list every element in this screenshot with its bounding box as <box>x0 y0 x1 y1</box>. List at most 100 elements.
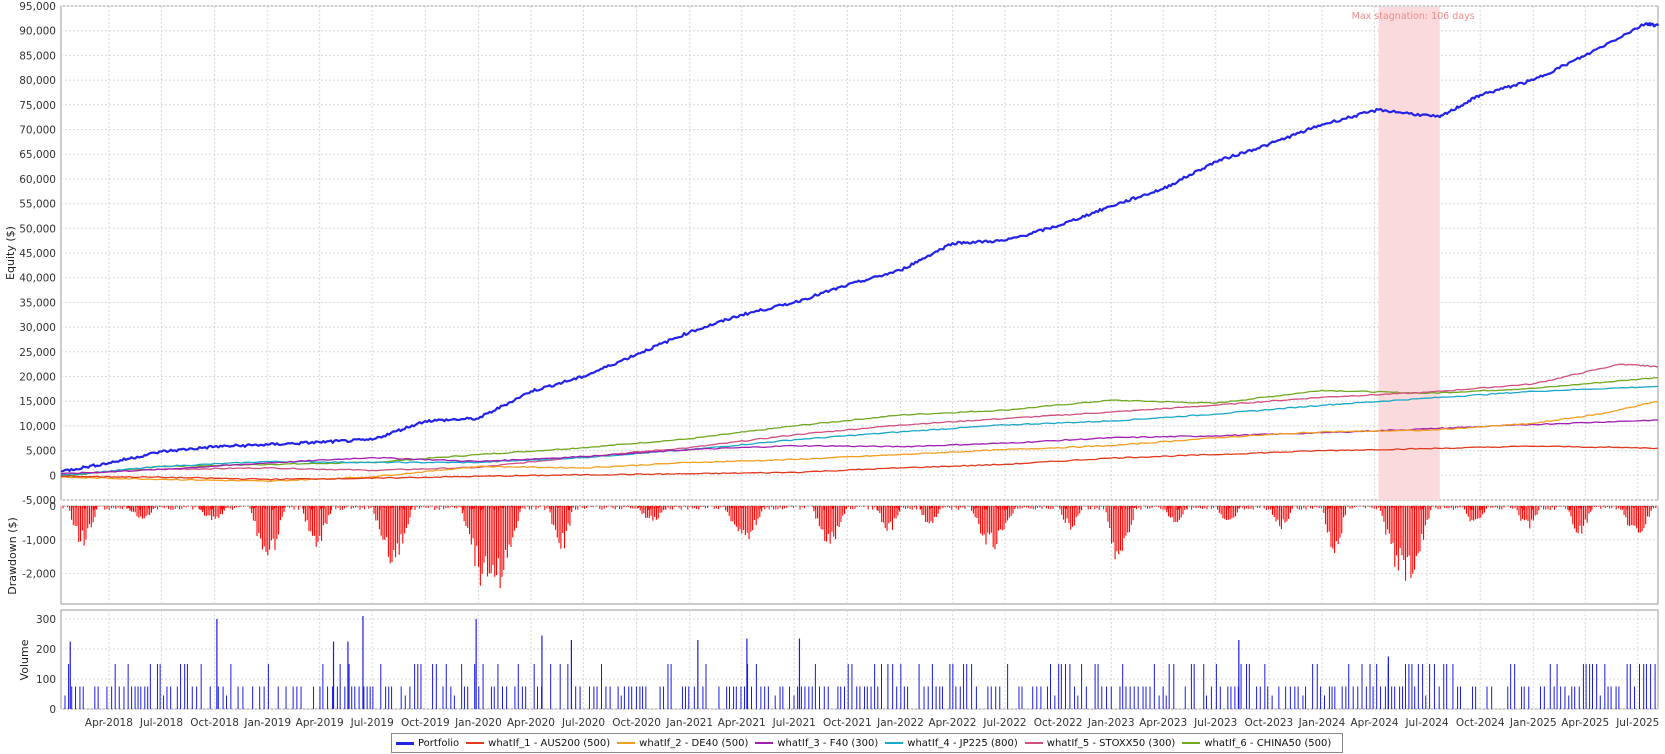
legend-swatch <box>1182 742 1201 744</box>
volume-y-tick: 300 <box>36 614 56 626</box>
legend-label: whatIf_4 - JP225 (800) <box>907 737 1018 749</box>
x-tick-label: Jul-2019 <box>350 717 394 729</box>
x-tick-label: Jan-2021 <box>665 717 713 729</box>
x-tick-label: Apr-2022 <box>928 717 976 729</box>
x-tick-label: Apr-2021 <box>718 717 766 729</box>
x-tick-label: Jul-2022 <box>982 717 1026 729</box>
x-tick-label: Oct-2023 <box>1245 717 1294 729</box>
equity-panel: Max stagnation: 106 days -5,000 0 5,000 10,… <box>4 1 1660 507</box>
legend-label: whatIf_3 - F40 (300) <box>777 737 879 749</box>
equity-y-tick: 40,000 <box>19 273 56 285</box>
drawdown-y-tick: -2,000 <box>22 569 56 581</box>
equity-y-tick: 80,000 <box>19 75 56 87</box>
x-tick-label: Jul-2018 <box>139 717 183 729</box>
equity-y-tick: 0 <box>49 470 56 482</box>
series-line <box>60 363 1659 476</box>
x-tick-label: Apr-2024 <box>1351 717 1399 729</box>
x-tick-label: Jul-2021 <box>772 717 816 729</box>
max-stagnation-label: Max stagnation: 106 days <box>1352 11 1475 22</box>
equity-y-tick: 15,000 <box>19 396 56 408</box>
volume-y-tick-labels: 0 100 200 300 <box>36 614 56 716</box>
x-tick-label: Jan-2025 <box>1509 717 1557 729</box>
drawdown-y-tick-labels: 0 -1,000 -2,000 <box>22 501 56 581</box>
legend-label: whatIf_1 - AUS200 (500) <box>488 737 611 749</box>
series-line <box>60 385 1659 476</box>
x-tick-label: Jan-2019 <box>243 717 291 729</box>
max-stagnation-region <box>1378 7 1440 500</box>
drawdown-y-tick: -1,000 <box>22 535 56 547</box>
equity-series-lines <box>60 22 1660 482</box>
legend-swatch <box>1024 742 1043 744</box>
equity-y-tick: 85,000 <box>19 50 56 62</box>
volume-y-tick: 200 <box>36 644 56 656</box>
x-tick-label: Jan-2024 <box>1298 717 1346 729</box>
legend-item: whatIf_6 - CHINA50 (500) <box>1182 738 1331 749</box>
x-tick-label: Oct-2021 <box>823 717 872 729</box>
series-line <box>60 376 1659 477</box>
legend-label: whatIf_2 - DE40 (500) <box>639 737 749 749</box>
x-tick-label: Jul-2020 <box>561 717 605 729</box>
volume-bars <box>64 616 1656 709</box>
equity-y-tick: 25,000 <box>19 347 56 359</box>
legend-swatch <box>885 742 904 744</box>
x-tick-label: Oct-2018 <box>190 717 239 729</box>
x-tick-label: Jan-2022 <box>876 717 924 729</box>
drawdown-panel: 0 -1,000 -2,000 Drawdown ($) <box>6 501 1659 605</box>
equity-y-tick: 10,000 <box>19 421 56 433</box>
equity-axis-label: Equity ($) <box>4 226 17 280</box>
drawdown-axis-label: Drawdown ($) <box>6 517 19 595</box>
equity-y-tick: 95,000 <box>19 1 56 13</box>
x-tick-label: Apr-2019 <box>296 717 344 729</box>
equity-y-tick: 60,000 <box>19 174 56 186</box>
x-tick-label: Jul-2024 <box>1404 717 1448 729</box>
x-tick-label: Apr-2023 <box>1139 717 1187 729</box>
equity-y-tick: 20,000 <box>19 372 56 384</box>
legend-item: whatIf_4 - JP225 (800) <box>885 738 1018 749</box>
volume-y-tick: 100 <box>36 674 56 686</box>
legend-swatch <box>617 742 636 744</box>
x-tick-label: Apr-2018 <box>85 717 133 729</box>
volume-gridlines <box>61 610 1658 710</box>
volume-axis-label: Volume <box>18 639 31 680</box>
equity-y-tick: 65,000 <box>19 149 56 161</box>
equity-y-tick: -5,000 <box>22 495 56 507</box>
legend-item: whatIf_3 - F40 (300) <box>755 738 878 749</box>
volume-y-tick: 0 <box>49 704 56 716</box>
series-line <box>60 445 1659 481</box>
volume-panel: 0 100 200 300 Volume <box>18 609 1659 716</box>
legend-swatch <box>466 742 485 744</box>
x-tick-label: Oct-2019 <box>401 717 450 729</box>
legend-item: Portfolio <box>396 738 459 749</box>
legend: Portfolio whatIf_1 - AUS200 (500) whatIf_2… <box>391 733 1344 753</box>
equity-y-tick-labels: -5,000 0 5,000 10,000 15,000 20,000 25,000 30,0… <box>19 1 56 507</box>
x-tick-label: Oct-2020 <box>612 717 661 729</box>
equity-y-tick: 90,000 <box>19 26 56 38</box>
x-tick-label: Apr-2020 <box>507 717 555 729</box>
equity-y-tick: 50,000 <box>19 223 56 235</box>
x-tick-label: Jul-2025 <box>1615 717 1659 729</box>
equity-y-tick: 55,000 <box>19 199 56 211</box>
legend-item: whatIf_5 - STOXX50 (300) <box>1024 737 1176 749</box>
legend-item: whatIf_2 - DE40 (500) <box>617 738 748 749</box>
equity-y-tick: 5,000 <box>26 446 56 458</box>
x-tick-label: Oct-2024 <box>1456 717 1505 729</box>
legend-swatch <box>396 741 414 745</box>
drawdown-y-tick: 0 <box>49 501 56 513</box>
legend-swatch <box>755 742 774 744</box>
legend-label: Portfolio <box>418 737 460 749</box>
legend-label: whatIf_6 - CHINA50 (500) <box>1204 737 1332 749</box>
equity-y-tick: 45,000 <box>19 248 56 260</box>
x-tick-label: Jan-2020 <box>454 717 502 729</box>
legend-label: whatIf_5 - STOXX50 (300) <box>1046 737 1176 749</box>
equity-y-tick: 35,000 <box>19 297 56 309</box>
x-tick-label: Apr-2025 <box>1561 717 1609 729</box>
x-axis-tick-labels: Apr-2018 Jul-2018 Oct-2018 Jan-2019 Apr-2019… <box>85 717 1659 729</box>
drawdown-bars <box>62 506 1657 589</box>
x-tick-label: Oct-2022 <box>1034 717 1083 729</box>
series-line <box>61 22 1660 473</box>
equity-y-tick: 75,000 <box>19 100 56 112</box>
legend-item: whatIf_1 - AUS200 (500) <box>466 738 610 749</box>
equity-y-tick: 30,000 <box>19 322 56 334</box>
x-tick-label: Jan-2023 <box>1087 717 1135 729</box>
